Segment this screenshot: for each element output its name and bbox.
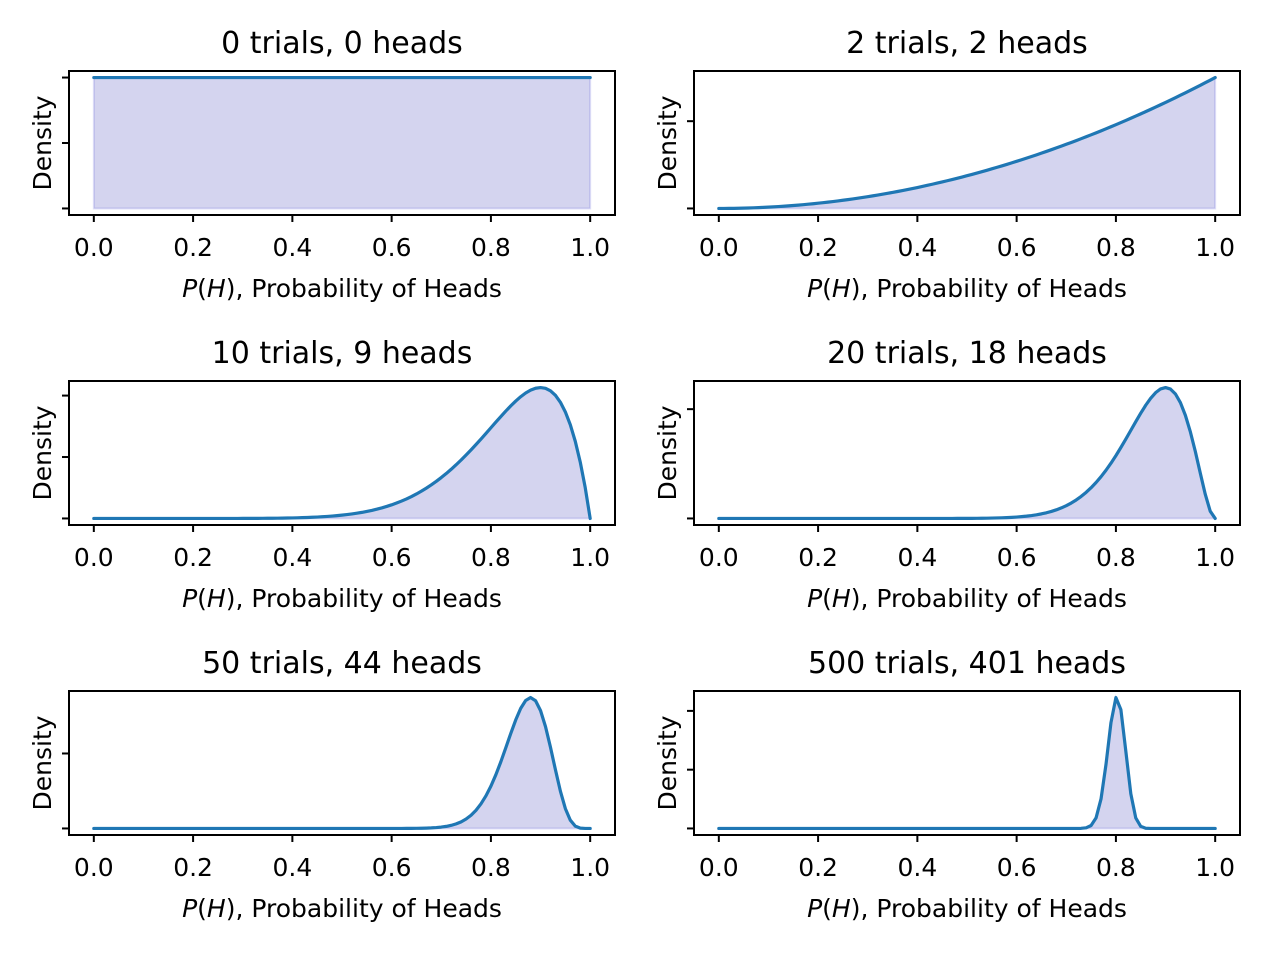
x-tick-label: 0.0 xyxy=(74,853,114,882)
density-curve xyxy=(717,695,1217,831)
x-tick-label: 1.0 xyxy=(570,233,610,262)
subplot-title: 20 trials, 18 heads xyxy=(827,336,1107,371)
x-tick-label: 0.2 xyxy=(173,233,213,262)
x-tick-label: 0.4 xyxy=(897,543,937,572)
x-tick-label: 0.2 xyxy=(173,853,213,882)
density-fill xyxy=(718,75,1217,210)
x-tick-label: 0.0 xyxy=(699,543,739,572)
x-tick-label: 1.0 xyxy=(1195,233,1235,262)
x-axis-label: P(H), Probability of Heads xyxy=(182,894,502,923)
subplot-1: 0.0 0.2 0.4 0.6 0.8 1.0 0 trials, 0 heads P(H),… xyxy=(28,26,616,303)
x-tick-label: 0.4 xyxy=(272,853,312,882)
subplot-title: 500 trials, 401 heads xyxy=(808,646,1126,681)
subplot-4: 0.0 0.2 0.4 0.6 0.8 1.0 20 trials, 18 heads P(H… xyxy=(653,336,1241,613)
x-tick-label: 0.2 xyxy=(798,853,838,882)
x-tick-label: 0.4 xyxy=(897,233,937,262)
x-tick-label: 0.0 xyxy=(699,853,739,882)
density-curve xyxy=(717,385,1217,521)
x-tick-label: 0.0 xyxy=(74,233,114,262)
y-axis-label: Density xyxy=(28,405,57,500)
density-fill xyxy=(93,386,592,520)
subplot-title: 0 trials, 0 heads xyxy=(221,26,463,61)
x-tick-label: 1.0 xyxy=(1195,543,1235,572)
subplot-title: 2 trials, 2 heads xyxy=(846,26,1088,61)
density-fill xyxy=(92,76,592,210)
subplot-5: 0.0 0.2 0.4 0.6 0.8 1.0 50 trials, 44 heads P(H… xyxy=(28,646,616,923)
x-tick-label: 0.6 xyxy=(372,233,412,262)
axes-frame xyxy=(693,690,1241,836)
axes-frame xyxy=(68,690,616,836)
y-axis-label: Density xyxy=(653,715,682,810)
subplot-title: 50 trials, 44 heads xyxy=(202,646,482,681)
x-tick-label: 1.0 xyxy=(1195,853,1235,882)
y-axis-label: Density xyxy=(653,405,682,500)
density-curve xyxy=(92,385,592,521)
x-axis-label: P(H), Probability of Heads xyxy=(807,274,1127,303)
y-axis-label: Density xyxy=(28,715,57,810)
density-fill xyxy=(718,694,1216,830)
subplot-title: 10 trials, 9 heads xyxy=(212,336,473,371)
subplot-2: 0.0 0.2 0.4 0.6 0.8 1.0 2 trials, 2 heads P(H),… xyxy=(653,26,1241,303)
x-tick-label: 0.6 xyxy=(372,853,412,882)
x-axis-label: P(H), Probability of Heads xyxy=(807,894,1127,923)
axes-frame xyxy=(68,380,616,526)
x-tick-label: 0.8 xyxy=(1096,543,1136,572)
x-tick-label: 0.0 xyxy=(74,543,114,572)
x-tick-label: 0.0 xyxy=(699,233,739,262)
x-tick-label: 0.4 xyxy=(272,543,312,572)
x-tick-label: 0.6 xyxy=(997,543,1037,572)
x-axis-label: P(H), Probability of Heads xyxy=(182,584,502,613)
x-tick-label: 0.2 xyxy=(798,543,838,572)
x-tick-label: 0.2 xyxy=(173,543,213,572)
x-tick-label: 0.8 xyxy=(471,543,511,572)
x-tick-label: 0.8 xyxy=(471,233,511,262)
density-curve xyxy=(92,695,592,831)
y-axis-label: Density xyxy=(28,95,57,190)
x-tick-label: 0.4 xyxy=(272,233,312,262)
x-tick-label: 0.8 xyxy=(471,853,511,882)
density-fill xyxy=(718,386,1218,520)
y-axis-label: Density xyxy=(653,95,682,190)
x-tick-label: 1.0 xyxy=(570,543,610,572)
x-tick-label: 1.0 xyxy=(570,853,610,882)
density-curve xyxy=(717,75,1217,211)
subplot-3: 0.0 0.2 0.4 0.6 0.8 1.0 10 trials, 9 heads P(H)… xyxy=(28,336,616,613)
x-axis-label: P(H), Probability of Heads xyxy=(182,274,502,303)
x-tick-label: 0.8 xyxy=(1096,853,1136,882)
x-tick-label: 0.8 xyxy=(1096,233,1136,262)
x-tick-label: 0.4 xyxy=(897,853,937,882)
axes-frame xyxy=(693,70,1241,216)
x-tick-label: 0.6 xyxy=(997,233,1037,262)
x-axis-label: P(H), Probability of Heads xyxy=(807,584,1127,613)
x-tick-label: 0.2 xyxy=(798,233,838,262)
x-tick-label: 0.6 xyxy=(997,853,1037,882)
x-tick-label: 0.6 xyxy=(372,543,412,572)
axes-frame xyxy=(693,380,1241,526)
subplot-6: 0.0 0.2 0.4 0.6 0.8 1.0 500 trials, 401 heads P… xyxy=(653,646,1241,923)
